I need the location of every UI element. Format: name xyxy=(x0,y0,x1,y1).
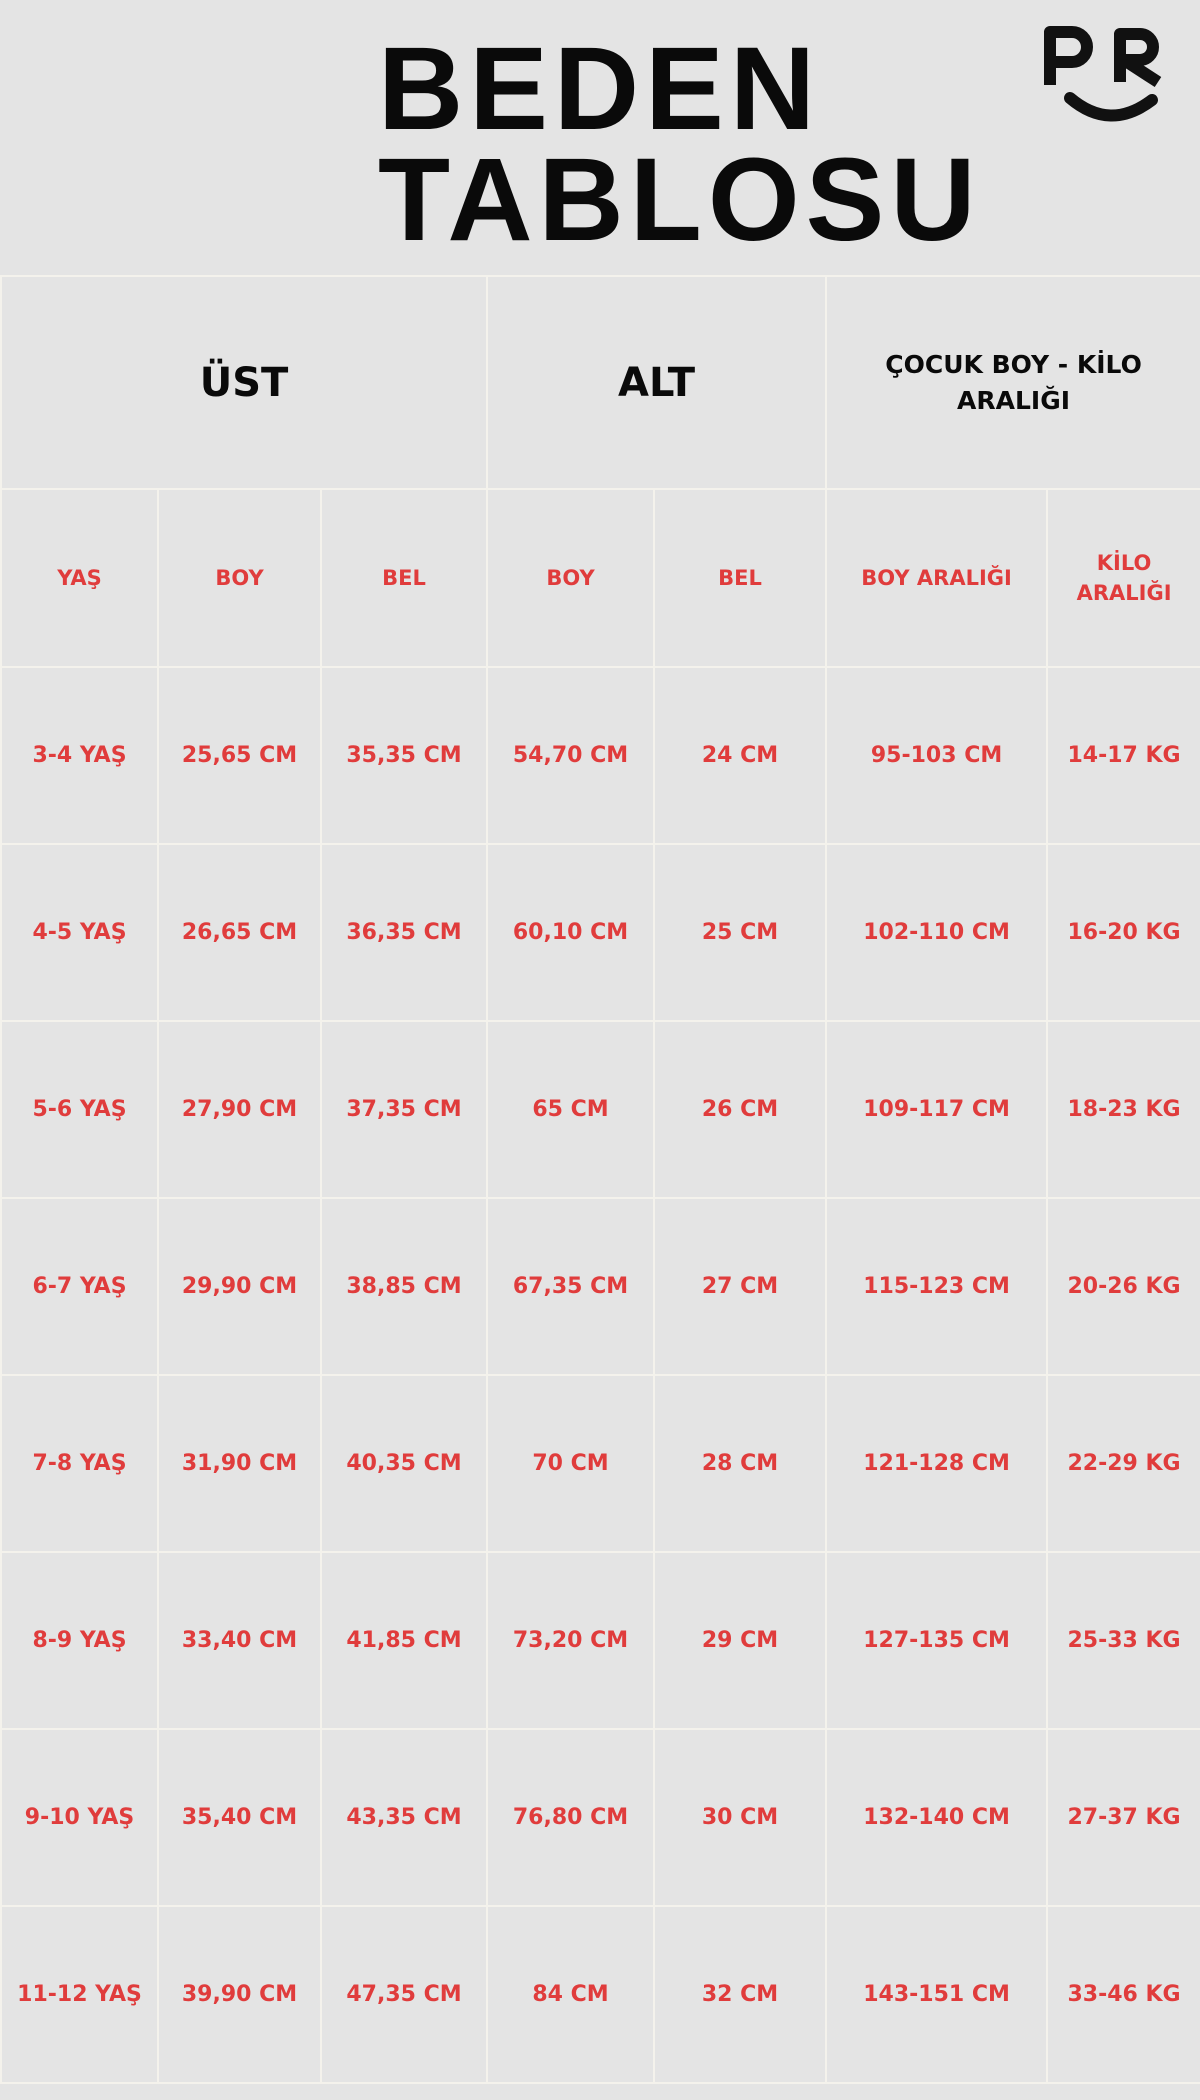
cell: 39,90 CM xyxy=(157,1905,322,2084)
data-row: 7-8 YAŞ 31,90 CM 40,35 CM 70 CM 28 CM 121-128… xyxy=(0,1374,1200,1553)
cell: 76,80 CM xyxy=(486,1728,656,1907)
data-row: 4-5 YAŞ 26,65 CM 36,35 CM 60,10 CM 25 CM 102-… xyxy=(0,843,1200,1022)
cell: 41,85 CM xyxy=(319,1551,489,1730)
cell: 7-8 YAŞ xyxy=(0,1374,159,1553)
logo xyxy=(1044,26,1162,122)
cell: 16-20 KG xyxy=(1046,843,1200,1022)
cell: 60,10 CM xyxy=(486,843,656,1022)
cell: 43,35 CM xyxy=(319,1728,489,1907)
data-row: 5-6 YAŞ 27,90 CM 37,35 CM 65 CM 26 CM 109-117… xyxy=(0,1020,1200,1199)
cell: 14-17 KG xyxy=(1046,666,1200,845)
title-line: BEDEN xyxy=(378,23,822,155)
cell: 127-135 CM xyxy=(825,1551,1049,1730)
size-table: ÜST ALT ÇOCUK BOY - KİLO ARALIĞI YAŞ BOY BEL B… xyxy=(0,275,1200,2084)
column-header: BEL xyxy=(319,488,489,668)
cell: 121-128 CM xyxy=(825,1374,1049,1553)
cell: 27-37 KG xyxy=(1046,1728,1200,1907)
cell: 26,65 CM xyxy=(157,843,322,1022)
cell: 25,65 CM xyxy=(157,666,322,845)
cell: 29 CM xyxy=(653,1551,828,1730)
cell: 24 CM xyxy=(653,666,828,845)
column-row: YAŞ BOY BEL BOY BEL BOY ARALIĞI KİLO ARALIĞI xyxy=(0,488,1200,668)
cell: 115-123 CM xyxy=(825,1197,1049,1376)
cell: 143-151 CM xyxy=(825,1905,1049,2084)
cell: 35,35 CM xyxy=(319,666,489,845)
data-row: 11-12 YAŞ 39,90 CM 47,35 CM 84 CM 32 CM 143-1… xyxy=(0,1905,1200,2084)
cell: 65 CM xyxy=(486,1020,656,1199)
cell: 32 CM xyxy=(653,1905,828,2084)
cell: 11-12 YAŞ xyxy=(0,1905,159,2084)
cell: 27,90 CM xyxy=(157,1020,322,1199)
cell: 102-110 CM xyxy=(825,843,1049,1022)
cell: 47,35 CM xyxy=(319,1905,489,2084)
cell: 73,20 CM xyxy=(486,1551,656,1730)
cell: 67,35 CM xyxy=(486,1197,656,1376)
cell: 33,40 CM xyxy=(157,1551,322,1730)
cell: 26 CM xyxy=(653,1020,828,1199)
cell: 40,35 CM xyxy=(319,1374,489,1553)
cell: 33-46 KG xyxy=(1046,1905,1200,2084)
title-line: TABLOSU xyxy=(378,134,982,266)
cell: 27 CM xyxy=(653,1197,828,1376)
cell: 22-29 KG xyxy=(1046,1374,1200,1553)
cell: 25 CM xyxy=(653,843,828,1022)
cell: 132-140 CM xyxy=(825,1728,1049,1907)
title: BEDEN TABLOSU xyxy=(378,23,982,266)
cell: 18-23 KG xyxy=(1046,1020,1200,1199)
cell: 4-5 YAŞ xyxy=(0,843,159,1022)
group-header: ÜST xyxy=(0,275,489,490)
data-row: 3-4 YAŞ 25,65 CM 35,35 CM 54,70 CM 24 CM 95-1… xyxy=(0,666,1200,845)
group-header: ÇOCUK BOY - KİLO ARALIĞI xyxy=(825,275,1200,490)
column-header: KİLO ARALIĞI xyxy=(1046,488,1200,668)
cell: 54,70 CM xyxy=(486,666,656,845)
cell: 38,85 CM xyxy=(319,1197,489,1376)
cell: 30 CM xyxy=(653,1728,828,1907)
cell: 31,90 CM xyxy=(157,1374,322,1553)
column-header: BOY xyxy=(486,488,656,668)
cell: 25-33 KG xyxy=(1046,1551,1200,1730)
cell: 29,90 CM xyxy=(157,1197,322,1376)
column-header: BEL xyxy=(653,488,828,668)
cell: 3-4 YAŞ xyxy=(0,666,159,845)
cell: 95-103 CM xyxy=(825,666,1049,845)
cell: 28 CM xyxy=(653,1374,828,1553)
data-row: 6-7 YAŞ 29,90 CM 38,85 CM 67,35 CM 27 CM 115-… xyxy=(0,1197,1200,1376)
column-header: BOY xyxy=(157,488,322,668)
cell: 84 CM xyxy=(486,1905,656,2084)
cell: 5-6 YAŞ xyxy=(0,1020,159,1199)
cell: 9-10 YAŞ xyxy=(0,1728,159,1907)
cell: 37,35 CM xyxy=(319,1020,489,1199)
cell: 20-26 KG xyxy=(1046,1197,1200,1376)
cell: 36,35 CM xyxy=(319,843,489,1022)
column-header: BOY ARALIĞI xyxy=(825,488,1049,668)
cell: 35,40 CM xyxy=(157,1728,322,1907)
column-header: YAŞ xyxy=(0,488,159,668)
group-row: ÜST ALT ÇOCUK BOY - KİLO ARALIĞI xyxy=(0,275,1200,490)
cell: 109-117 CM xyxy=(825,1020,1049,1199)
group-header: ALT xyxy=(486,275,828,490)
data-row: 8-9 YAŞ 33,40 CM 41,85 CM 73,20 CM 29 CM 127-… xyxy=(0,1551,1200,1730)
cell: 6-7 YAŞ xyxy=(0,1197,159,1376)
cell: 8-9 YAŞ xyxy=(0,1551,159,1730)
cell: 70 CM xyxy=(486,1374,656,1553)
data-row: 9-10 YAŞ 35,40 CM 43,35 CM 76,80 CM 30 CM 132… xyxy=(0,1728,1200,1907)
